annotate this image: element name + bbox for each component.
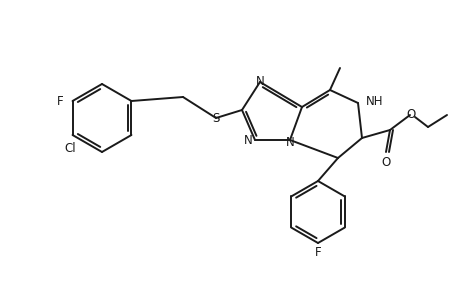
- Text: S: S: [212, 112, 219, 124]
- Text: O: O: [405, 107, 415, 121]
- Text: F: F: [314, 247, 321, 260]
- Text: F: F: [57, 94, 63, 107]
- Text: N: N: [285, 136, 294, 148]
- Text: N: N: [244, 134, 252, 146]
- Text: NH: NH: [365, 94, 383, 107]
- Text: N: N: [255, 74, 264, 88]
- Text: Cl: Cl: [65, 142, 76, 154]
- Text: O: O: [381, 155, 390, 169]
